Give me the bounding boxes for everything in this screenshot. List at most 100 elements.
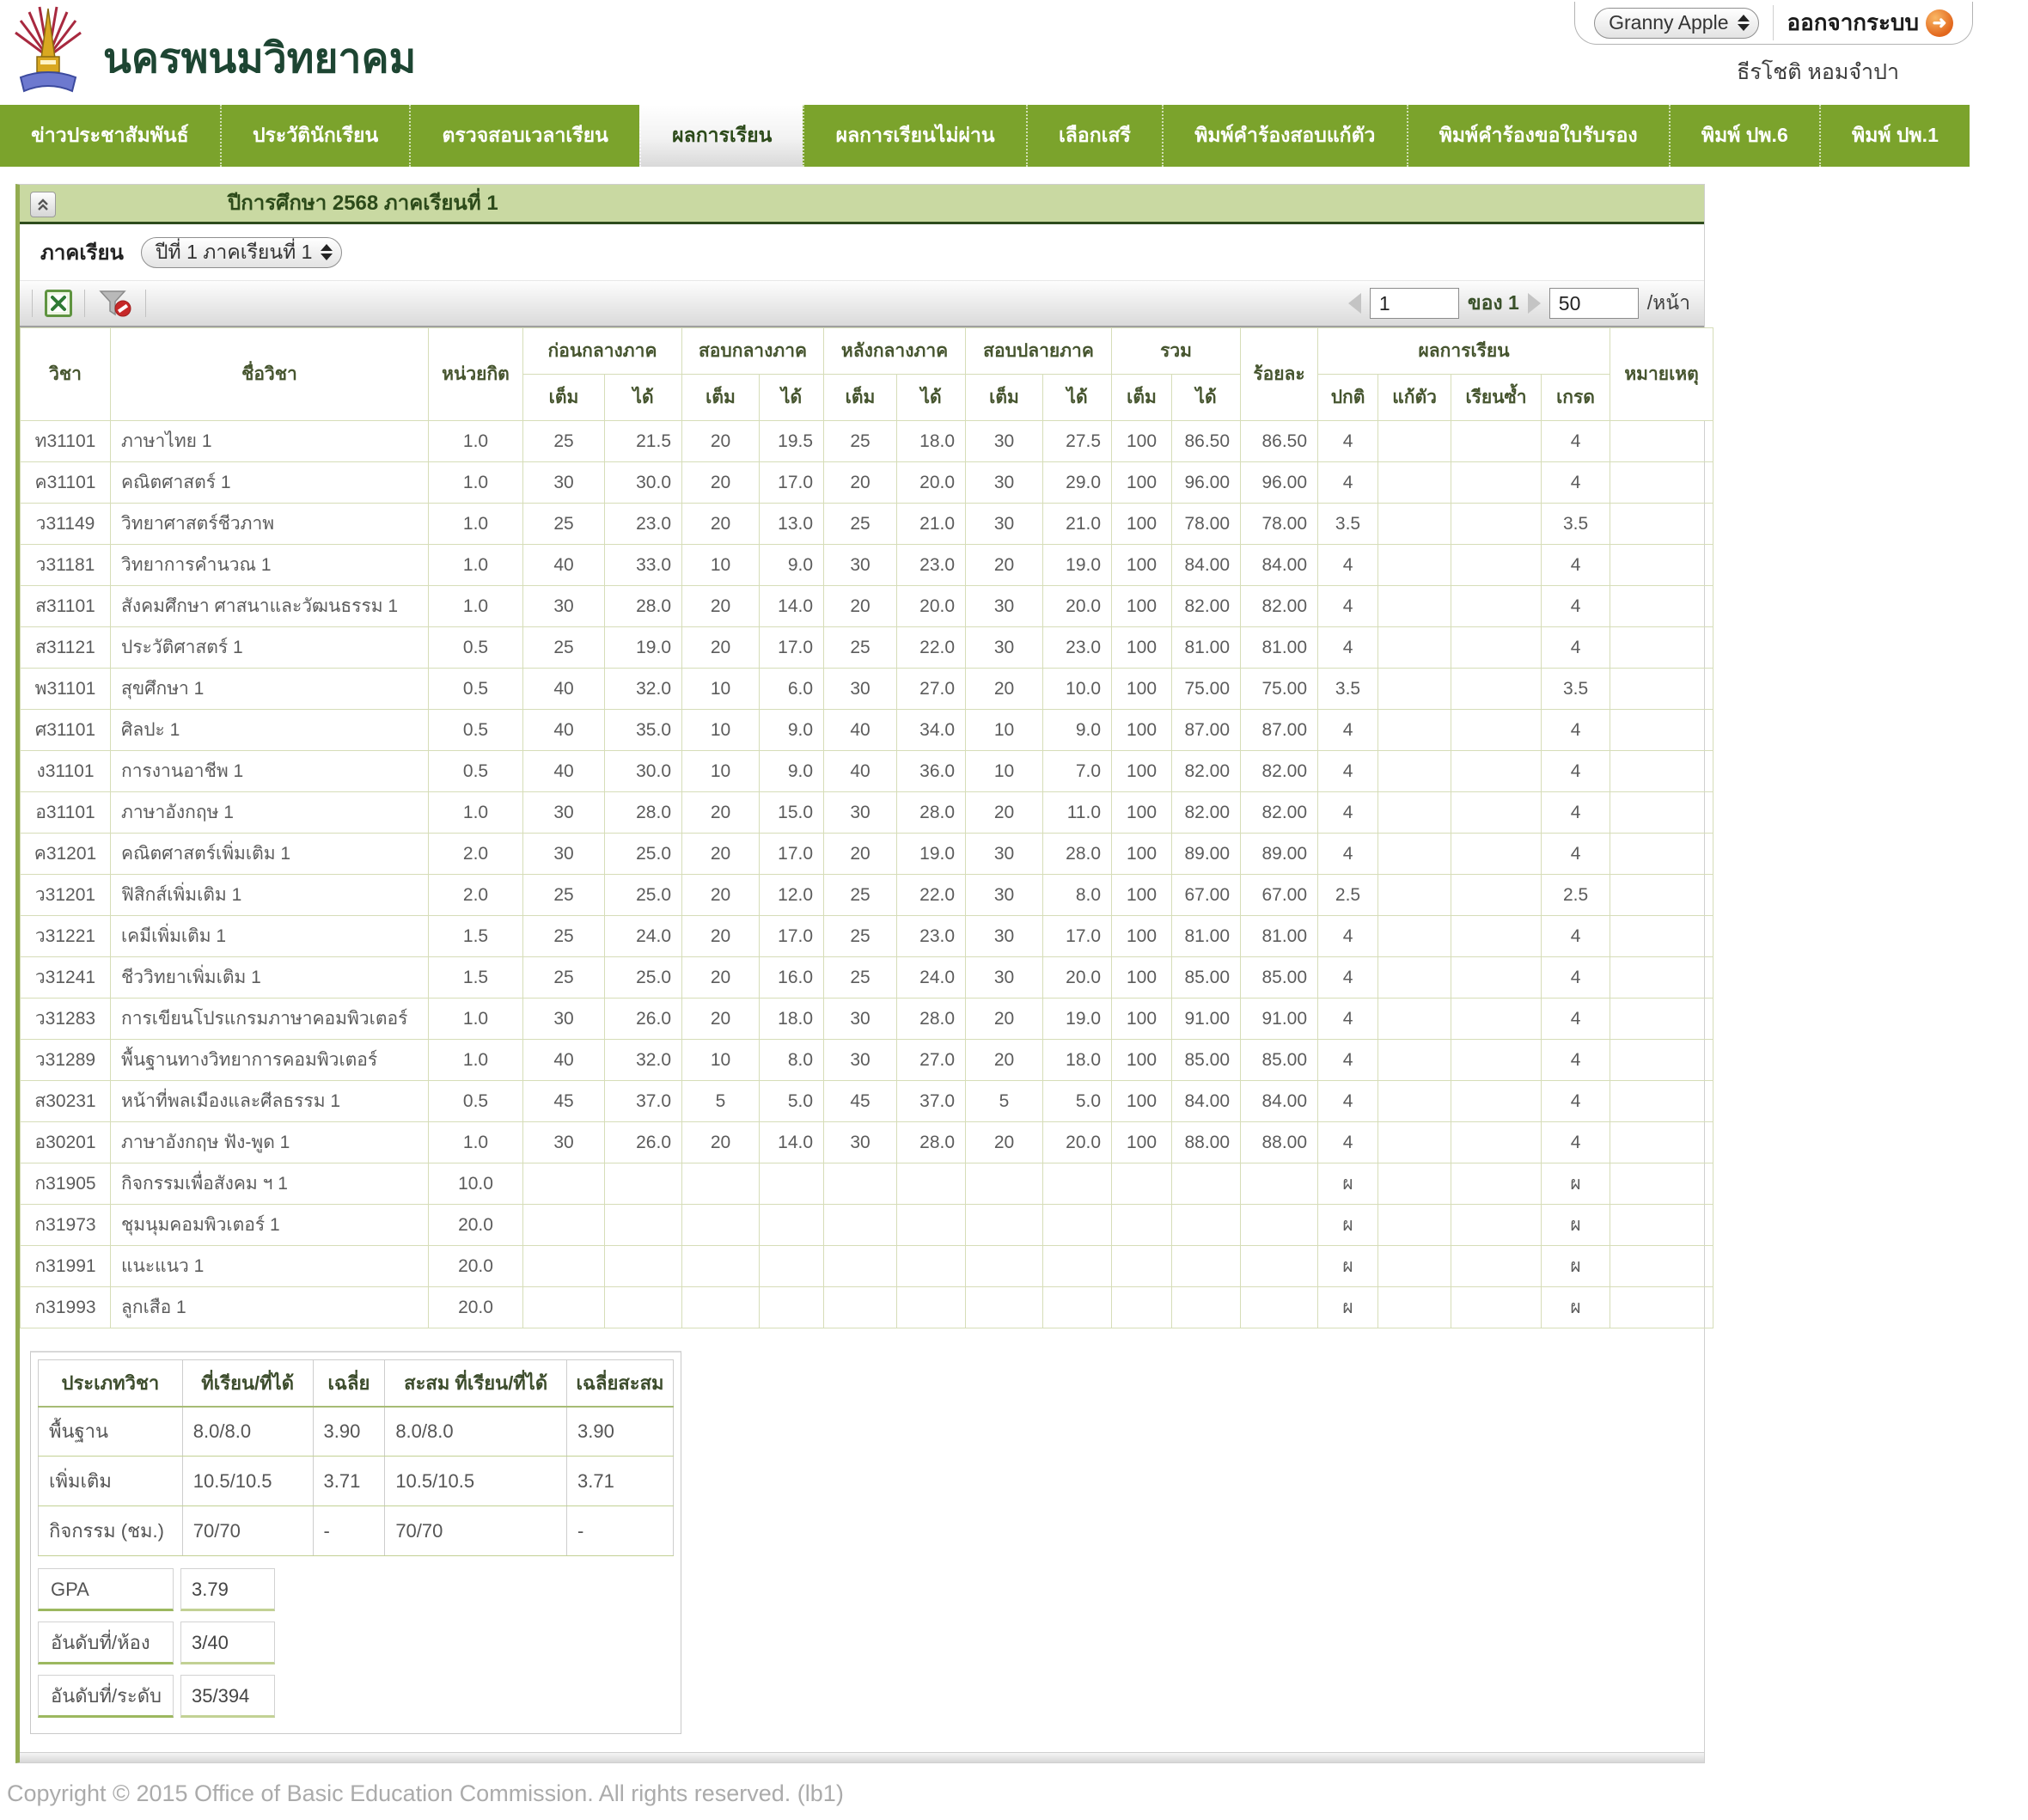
tab-8[interactable]: พิมพ์คำร้องขอใบรับรอง: [1406, 105, 1669, 167]
tab-7[interactable]: พิมพ์คำร้องสอบแก้ตัว: [1162, 105, 1407, 167]
table-row: ว31283 การเขียนโปรแกรมภาษาคอมพิวเตอร์ 1.0 3…: [20, 998, 1714, 1040]
tab-9[interactable]: พิมพ์ ปพ.6: [1668, 105, 1819, 167]
table-row: ก31991 แนะแนว 1 20.0 ผผ: [20, 1245, 1714, 1287]
gpa-rows: GPA 3.79 อันดับที่/ห้อง 3/40 อันดับที่/ระดับ…: [38, 1568, 674, 1718]
school-crest-pagoda-icon: [15, 6, 82, 93]
gpa-row: อันดับที่/ระดับ 35/394: [38, 1675, 674, 1718]
page-input[interactable]: [1369, 288, 1459, 319]
summary-table: ประเภทวิชา ที่เรียน/ที่ได้ เฉลี่ย สะสม ที่เ…: [38, 1359, 674, 1556]
tab-10[interactable]: พิมพ์ ปพ.1: [1818, 105, 1970, 167]
gpa-row: อันดับที่/ห้อง 3/40: [38, 1622, 674, 1664]
content-panel: ปีการศึกษา 2568 ภาคเรียนที่ 1 ภาคเรียน ป…: [15, 184, 1714, 1763]
select-arrows-icon: [1737, 15, 1750, 31]
arrow-right-circle-icon: ➜: [1926, 9, 1953, 37]
table-row: ค31101 คณิตศาสตร์ 1 1.0 30 30.0 20 17.0 20 20.0 3…: [20, 461, 1714, 504]
table-row: ท31101 ภาษาไทย 1 1.0 25 21.5 20 19.5 25 18.0 30 27…: [20, 420, 1714, 462]
prev-page-button[interactable]: [1347, 293, 1361, 314]
col-header-normal: ปกติ: [1317, 374, 1379, 421]
col-group-midterm-exam: สอบกลางภาค: [681, 327, 825, 375]
table-row: ก31993 ลูกเสือ 1 20.0 ผผ: [20, 1286, 1714, 1328]
col-header-credits: หน่วยกิต: [428, 327, 523, 421]
nav-tabs: ข่าวประชาสัมพันธ์ ประวัตินักเรียน ตรวจสอบเ…: [0, 105, 1970, 167]
summary-row: พื้นฐาน 8.0/8.0 3.90 8.0/8.0 3.90: [38, 1406, 674, 1457]
school-name: นครพนมวิทยาคม: [103, 36, 417, 82]
per-page-input[interactable]: [1548, 288, 1639, 319]
student-select[interactable]: Granny Apple: [1594, 7, 1759, 39]
table-row: ง31101 การงานอาชีพ 1 0.5 40 30.0 10 9.0 40 36.0 1…: [20, 750, 1714, 792]
grades-table: วิชา ชื่อวิชา หน่วยกิต ก่อนกลางภาค สอบกล…: [20, 327, 1714, 1328]
toolbar-separator: [84, 290, 85, 317]
col-header-got: ได้: [1042, 374, 1113, 421]
grades-table-head: วิชา ชื่อวิชา หน่วยกิต ก่อนกลางภาค สอบกล…: [20, 327, 1714, 421]
toolbar-separator: [32, 290, 33, 317]
summary-row: กิจกรรม (ชม.) 70/70-70/70-: [38, 1505, 674, 1556]
tab-1[interactable]: ข่าวประชาสัมพันธ์: [31, 124, 189, 146]
summary-row: เพิ่มเติม 10.5/10.5 3.71 10.5/10.5 3.71: [38, 1456, 674, 1506]
term-select[interactable]: ปีที่ 1 ภาคเรียนที่ 1: [140, 236, 343, 268]
per-page-label: /หน้า: [1646, 291, 1690, 314]
tab-4[interactable]: ผลการเรียน: [638, 105, 803, 167]
student-select-value: Granny Apple: [1609, 11, 1729, 34]
col-header-repeat: เรียนซ้ำ: [1451, 374, 1542, 421]
table-row: ว31221 เคมีเพิ่มเติม 1 1.5 25 24.0 20 17.0 25 23…: [20, 915, 1714, 957]
col-group-total: รวม: [1111, 327, 1242, 375]
toolbar: ของ 1 /หน้า: [20, 281, 1704, 327]
tab-5[interactable]: ผลการเรียนไม่ผ่าน: [803, 105, 1025, 167]
col-header-subject: วิชา: [20, 327, 111, 421]
table-row: ว31241 ชีววิทยาเพิ่มเติม 1 1.5 25 25.0 20 16.0…: [20, 956, 1714, 999]
col-group-result: ผลการเรียน: [1317, 327, 1611, 375]
table-row: ส31101 สังคมศึกษา ศาสนาและวัฒนธรรม 1 1.0 30…: [20, 585, 1714, 627]
col-header-got: ได้: [758, 374, 825, 421]
table-row: ศ31101 ศิลปะ 1 0.5 40 35.0 10 9.0 40 34.0 10 9.0 10…: [20, 709, 1714, 751]
table-row: พ31101 สุขศึกษา 1 0.5 40 32.0 10 6.0 30 27.0 20 10…: [20, 668, 1714, 710]
collapse-button[interactable]: [30, 192, 56, 217]
term-label: ภาคเรียน: [40, 241, 124, 265]
next-page-button[interactable]: [1527, 293, 1541, 314]
col-header-full: เต็ม: [823, 374, 898, 421]
col-header-got: ได้: [604, 374, 682, 421]
col-group-before-midterm: ก่อนกลางภาค: [522, 327, 682, 375]
excel-export-icon[interactable]: [45, 290, 72, 317]
col-header-full: เต็ม: [681, 374, 760, 421]
user-name: ธีรโชติ หอมจำปา: [1737, 60, 1899, 84]
term-select-value: ปีที่ 1 ภาคเรียนที่ 1: [155, 240, 313, 263]
section-bar: ปีการศึกษา 2568 ภาคเรียนที่ 1: [20, 185, 1704, 224]
tab-3[interactable]: ตรวจสอบเวลาเรียน: [409, 105, 639, 167]
collapse-up-icon: [38, 198, 48, 211]
section-title: ปีการศึกษา 2568 ภาคเรียนที่ 1: [228, 192, 498, 215]
tab-2[interactable]: ประวัตินักเรียน: [219, 105, 410, 167]
account-box: Granny Apple ออกจากระบบ ➜: [1574, 2, 1973, 45]
gpa-row: GPA 3.79: [38, 1568, 674, 1611]
top-header: นครพนมวิทยาคม Granny Apple ออกจากระบบ ➜ …: [0, 0, 2028, 105]
pager: ของ 1 /หน้า: [1347, 281, 1690, 326]
table-row: ว31181 วิทยาการคำนวณ 1 1.0 40 33.0 10 9.0 30 23.…: [20, 544, 1714, 586]
tab-6[interactable]: เลือกเสรี: [1025, 105, 1162, 167]
grades-table-body: ท31101 ภาษาไทย 1 1.0 25 21.5 20 19.5 25 18.0 30 27…: [20, 420, 1714, 1328]
clear-filter-icon[interactable]: [97, 289, 133, 318]
table-row: ก31905 กิจกรรมเพื่อสังคม ฯ 1 10.0 ผผ: [20, 1163, 1714, 1205]
logout-label: ออกจากระบบ: [1787, 9, 1920, 35]
term-row: ภาคเรียน ปีที่ 1 ภาคเรียนที่ 1: [20, 224, 1704, 281]
panel-bottom-bar: [20, 1752, 1704, 1762]
col-header-grade: เกรด: [1541, 374, 1611, 421]
table-row: ค31201 คณิตศาสตร์เพิ่มเติม 1 2.0 30 25.0 20 17…: [20, 833, 1714, 875]
summary-body: พื้นฐาน 8.0/8.0 3.90 8.0/8.0 3.90 เพิ่มเติม 10…: [38, 1406, 674, 1556]
table-row: ว31289 พื้นฐานทางวิทยาการคอมพิวเตอร์ 1.0 40…: [20, 1039, 1714, 1081]
footer-copyright: Copyright © 2015 Office of Basic Educati…: [7, 1780, 844, 1806]
col-group-after-midterm: หลังกลางภาค: [823, 327, 967, 375]
col-header-full: เต็ม: [965, 374, 1044, 421]
page-of-label: ของ 1: [1467, 291, 1519, 314]
table-row: ส31121 ประวัติศาสตร์ 1 0.5 25 19.0 20 17.0 25 22…: [20, 626, 1714, 669]
col-header-subject-name: ชื่อวิชา: [110, 327, 429, 421]
col-header-remark: หมายเหตุ: [1610, 327, 1714, 421]
table-row: ว31201 ฟิสิกส์เพิ่มเติม 1 2.0 25 25.0 20 12.0 2…: [20, 874, 1714, 916]
col-header-full: เต็ม: [522, 374, 605, 421]
summary-section: ประเภทวิชา ที่เรียน/ที่ได้ เฉลี่ย สะสม ที่เ…: [30, 1351, 681, 1734]
col-header-got: ได้: [896, 374, 967, 421]
table-row: อ31101 ภาษาอังกฤษ 1 1.0 30 28.0 20 15.0 30 28.0 2…: [20, 791, 1714, 834]
table-row: อ30201 ภาษาอังกฤษ ฟัง-พูด 1 1.0 30 26.0 20 14.…: [20, 1121, 1714, 1163]
col-group-final-exam: สอบปลายภาค: [965, 327, 1113, 375]
logout-button[interactable]: ออกจากระบบ ➜: [1772, 5, 1953, 40]
table-row: ก31973 ชุมนุมคอมพิวเตอร์ 1 20.0 ผผ: [20, 1204, 1714, 1246]
col-header-got: ได้: [1171, 374, 1242, 421]
